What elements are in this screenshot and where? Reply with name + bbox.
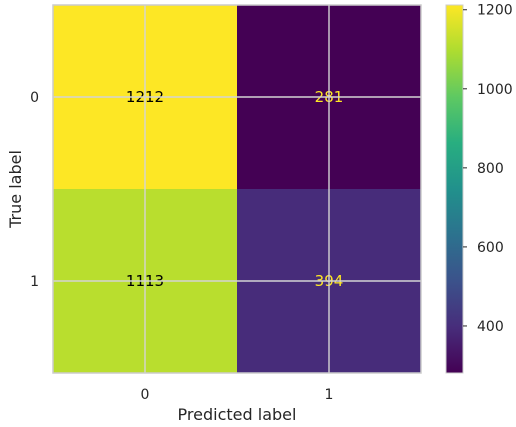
colorbar-tick-label: 600 [477, 240, 504, 256]
y-tick-label: 1 [30, 274, 39, 290]
x-tick-label: 0 [141, 387, 150, 403]
colorbar-tick-label: 400 [477, 319, 504, 335]
colorbar-tick-label: 1000 [477, 82, 513, 98]
colorbar-tick-label: 1200 [477, 3, 513, 19]
colorbar-gradient [445, 4, 464, 374]
colorbar-tick-label: 800 [477, 161, 504, 177]
y-tick-label: 0 [30, 90, 39, 106]
colorbar-ticks: 400 600 800 1000 1200 [463, 3, 513, 335]
x-tick-label: 1 [325, 387, 334, 403]
plot-frame [52, 4, 422, 374]
heatmap-gridlines [53, 5, 421, 373]
heatmap-cells: 12122811113394 [53, 5, 421, 373]
x-axis-label: Predicted label [178, 405, 297, 424]
y-axis-ticks: 01 [30, 90, 39, 290]
colorbar: 400 600 800 1000 1200 [445, 3, 513, 374]
y-axis-label: True label [6, 150, 25, 229]
